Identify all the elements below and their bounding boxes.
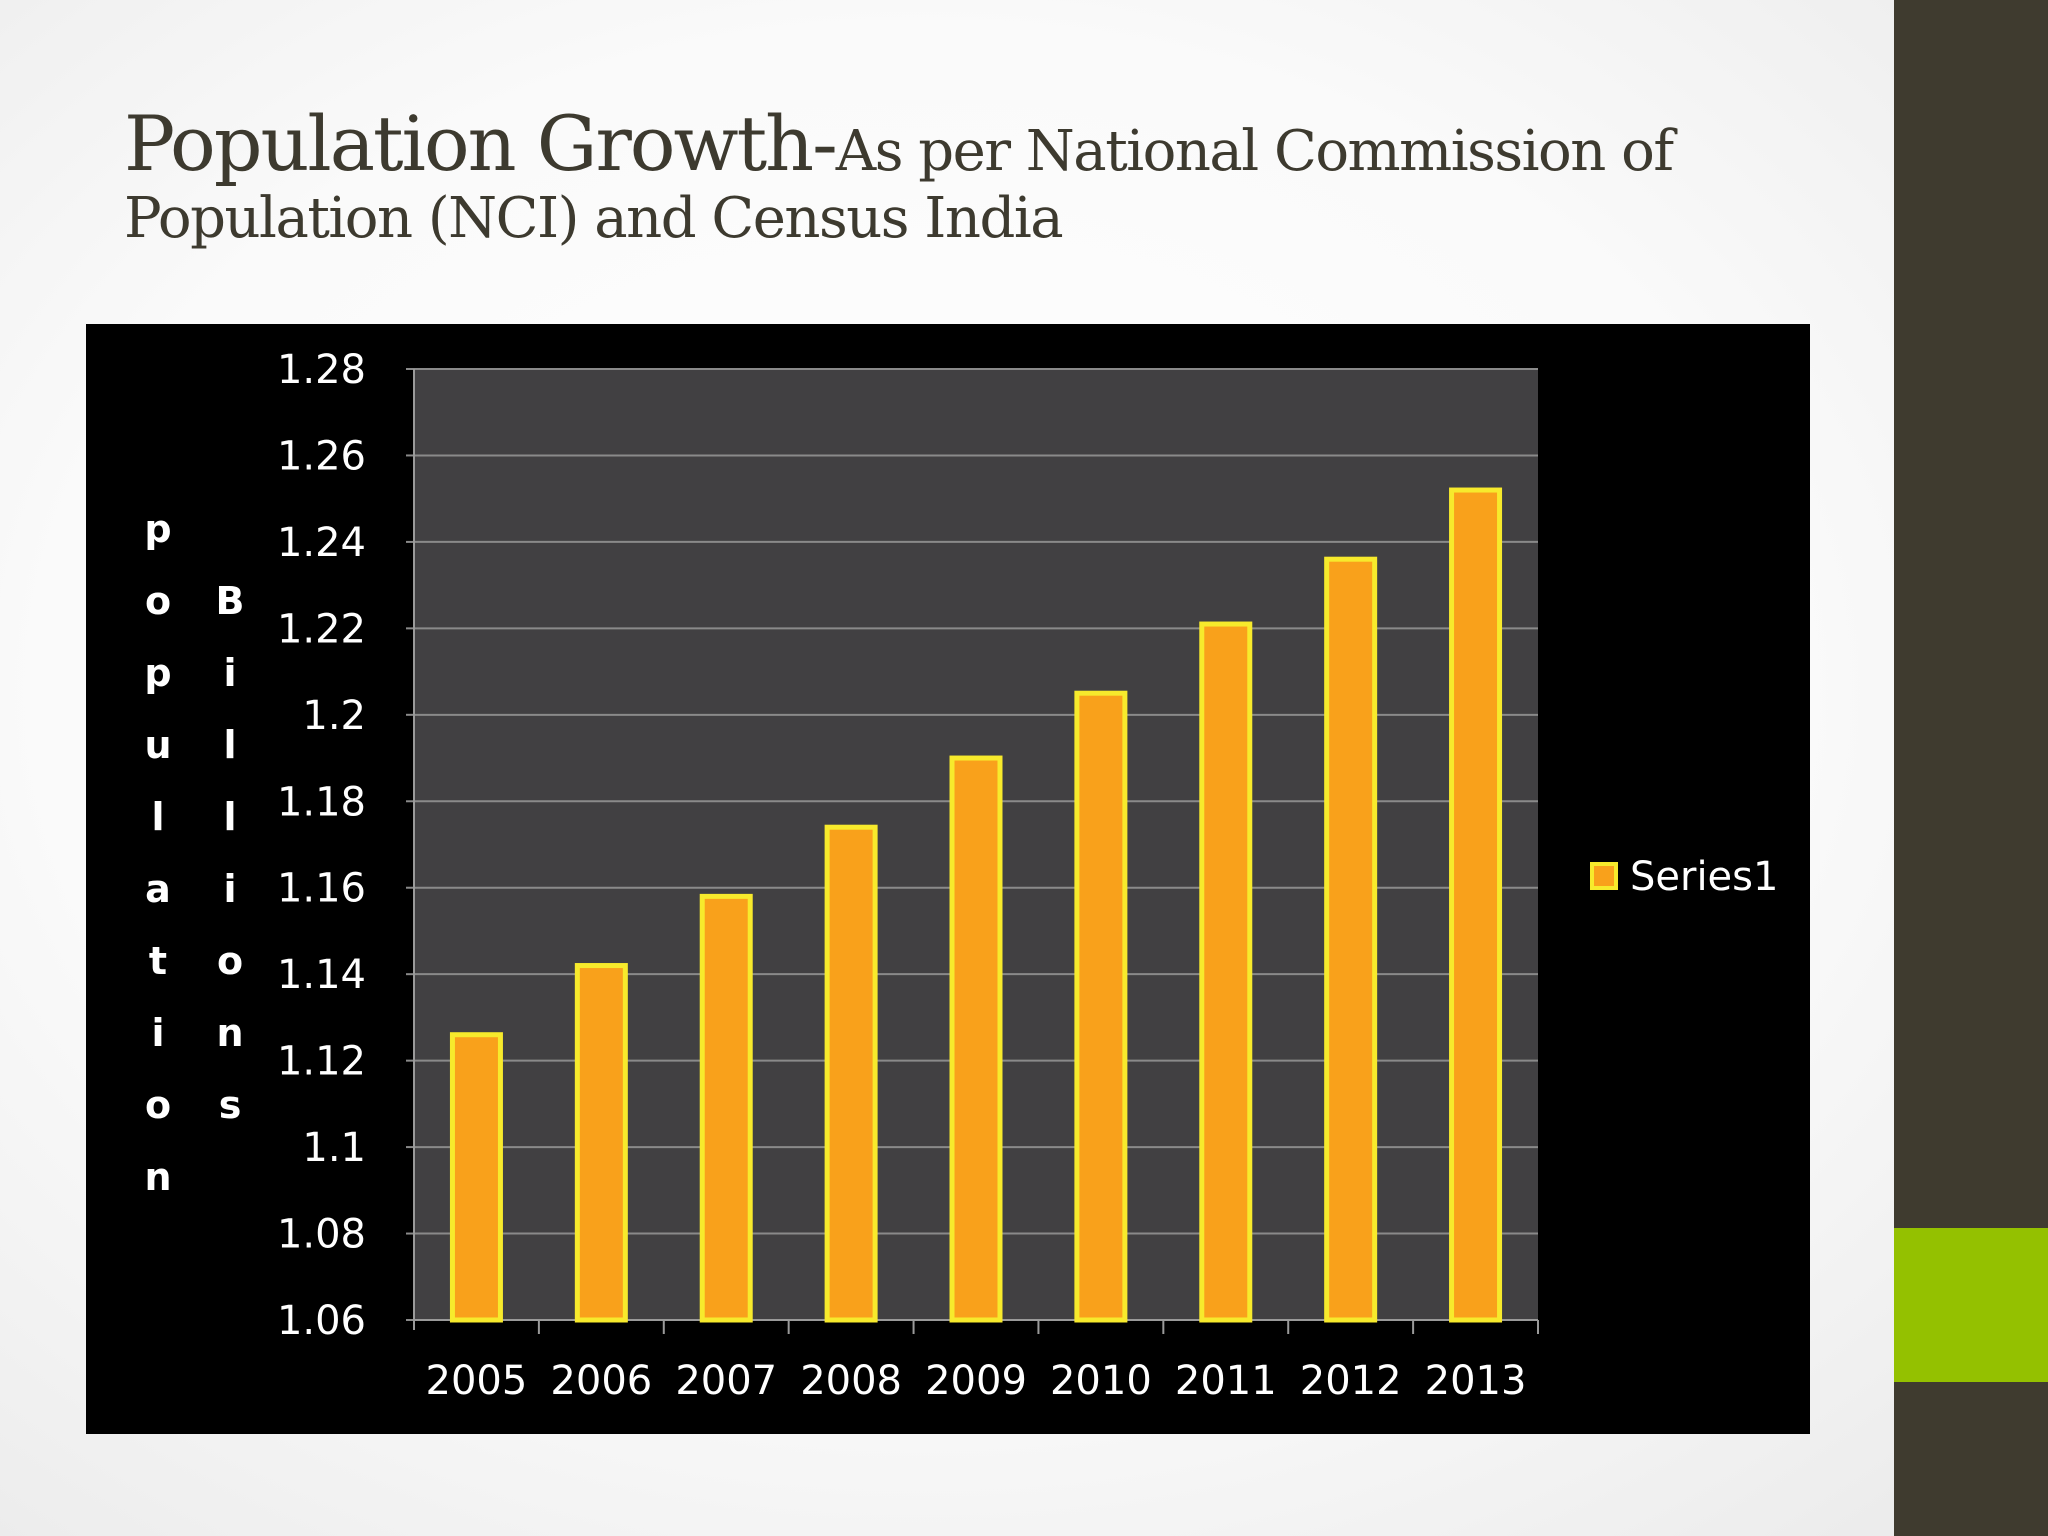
x-tick-label: 2006: [550, 1358, 652, 1404]
bar-2013: [1449, 487, 1503, 1323]
bar-2010: [1074, 690, 1128, 1323]
title-sub-line1: As per National Commission of: [835, 119, 1674, 184]
x-tick-label: 2008: [800, 1358, 902, 1404]
slide-title: Population Growth-As per National Commis…: [124, 100, 1864, 252]
bar-2007: [699, 893, 753, 1323]
bar-2009: [949, 755, 1003, 1323]
title-main: Population Growth-: [124, 99, 838, 188]
bar-2008: [824, 824, 878, 1323]
x-tick-label: 2010: [1050, 1358, 1152, 1404]
title-sub-line2: Population (NCI) and Census India: [124, 186, 1064, 252]
y-tick-label: 1.22: [277, 606, 366, 652]
bar-chart: 1.28 1.26 1.24 1.22 1.2 1.18 1.16 1.14 1.12 1.1 1.…: [144, 347, 1778, 1404]
legend-swatch: [1590, 862, 1618, 890]
y-tick-label: 1.06: [277, 1298, 366, 1344]
x-tick-label: 2009: [925, 1358, 1027, 1404]
side-accent-block: [1894, 1228, 2048, 1382]
x-tick-label: 2007: [675, 1358, 777, 1404]
y-tick-label: 1.16: [277, 866, 366, 912]
bar-2006: [574, 963, 628, 1323]
x-tick-label: 2005: [426, 1358, 528, 1404]
bar-2011: [1199, 621, 1253, 1323]
y-tick-label: 1.12: [277, 1039, 366, 1085]
bar-2005: [449, 1032, 503, 1323]
y-tick-label: 1.26: [277, 433, 366, 479]
legend-label: Series1: [1630, 854, 1778, 900]
chart-container: 1.28 1.26 1.24 1.22 1.2 1.18 1.16 1.14 1.12 1.1 1.…: [86, 324, 1810, 1434]
y-tick-label: 1.18: [277, 779, 366, 825]
x-tick-label: 2011: [1175, 1358, 1277, 1404]
y-tick-label: 1.08: [277, 1212, 366, 1258]
bar-2012: [1324, 556, 1378, 1323]
y-tick-label: 1.14: [277, 952, 366, 998]
y-tick-label: 1.1: [302, 1125, 366, 1171]
y-tick-label: 1.24: [277, 520, 366, 566]
y-tick-label: 1.28: [277, 347, 366, 393]
x-tick-label: 2013: [1425, 1358, 1527, 1404]
y-tick-label: 1.2: [302, 693, 366, 739]
x-tick-label: 2012: [1300, 1358, 1402, 1404]
